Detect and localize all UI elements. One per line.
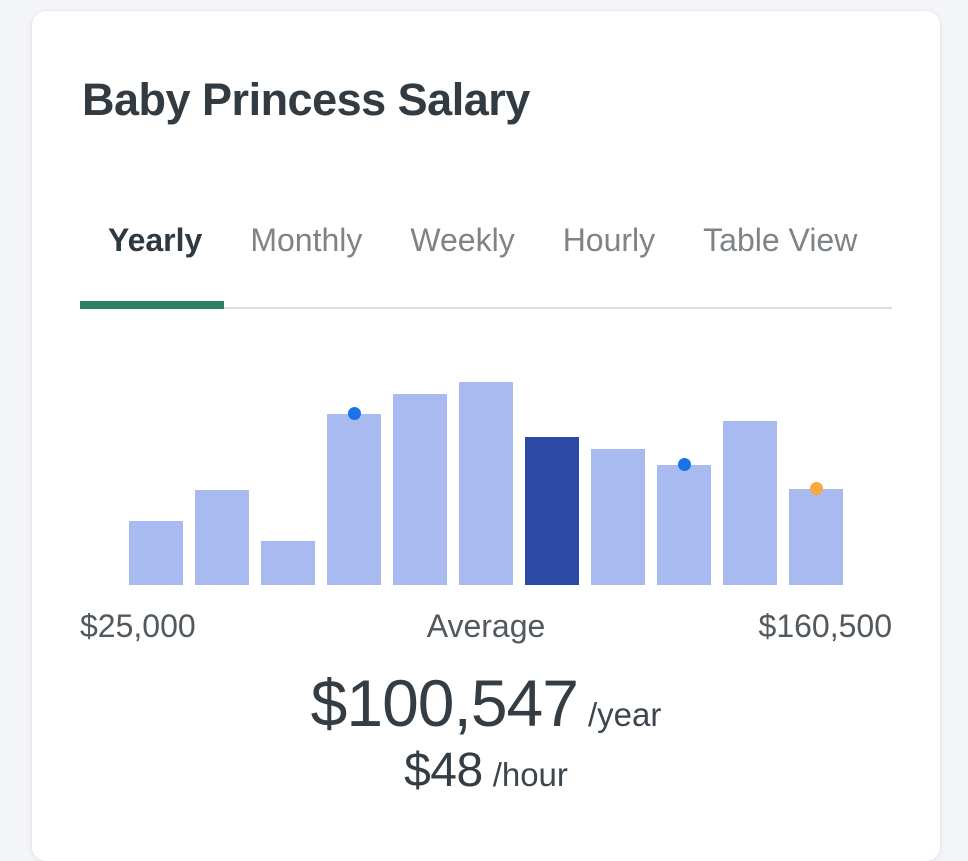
histogram-bar — [195, 490, 249, 585]
hourly-salary-value: $48 — [404, 744, 483, 797]
axis-min-label: $25,000 — [80, 608, 196, 644]
histogram-bar — [261, 541, 315, 585]
active-tab-indicator — [80, 301, 224, 309]
histogram-bar — [327, 407, 381, 585]
tab-monthly[interactable]: Monthly — [250, 222, 363, 258]
histogram-bar — [789, 482, 843, 585]
x-axis-labels: $25,000 Average $160,500 — [80, 607, 892, 645]
orange-dot — [809, 482, 823, 495]
blue-dot — [677, 458, 691, 471]
tab-weekly[interactable]: Weekly — [410, 222, 515, 258]
hourly-salary: $48/hour — [80, 741, 892, 801]
axis-max-label: $160,500 — [758, 608, 892, 644]
axis-average-label: Average — [426, 608, 546, 644]
histogram-bar — [657, 458, 711, 585]
yearly-salary: $100,547/year — [80, 665, 892, 741]
yearly-salary-value: $100,547 — [310, 666, 579, 740]
salary-card: Baby Princess Salary Yearly Monthly Week… — [32, 11, 940, 861]
histogram-bar — [723, 421, 777, 585]
blue-dot — [347, 407, 361, 420]
salary-stats: $100,547/year $48/hour — [80, 665, 892, 801]
tab-yearly[interactable]: Yearly — [108, 222, 203, 258]
page-title: Baby Princess Salary — [82, 74, 530, 125]
histogram-bar — [129, 521, 183, 585]
salary-histogram — [80, 382, 892, 585]
histogram-bar-average — [525, 437, 579, 585]
histogram-bar — [591, 449, 645, 585]
hourly-salary-unit: /hour — [492, 756, 568, 793]
yearly-salary-unit: /year — [587, 696, 662, 733]
histogram-bar — [459, 382, 513, 585]
tab-bar: Yearly Monthly Weekly Hourly Table View — [80, 221, 892, 259]
tab-divider — [80, 301, 892, 309]
histogram-bar — [393, 394, 447, 585]
tab-table-view[interactable]: Table View — [703, 222, 858, 258]
tab-hourly[interactable]: Hourly — [562, 222, 656, 258]
